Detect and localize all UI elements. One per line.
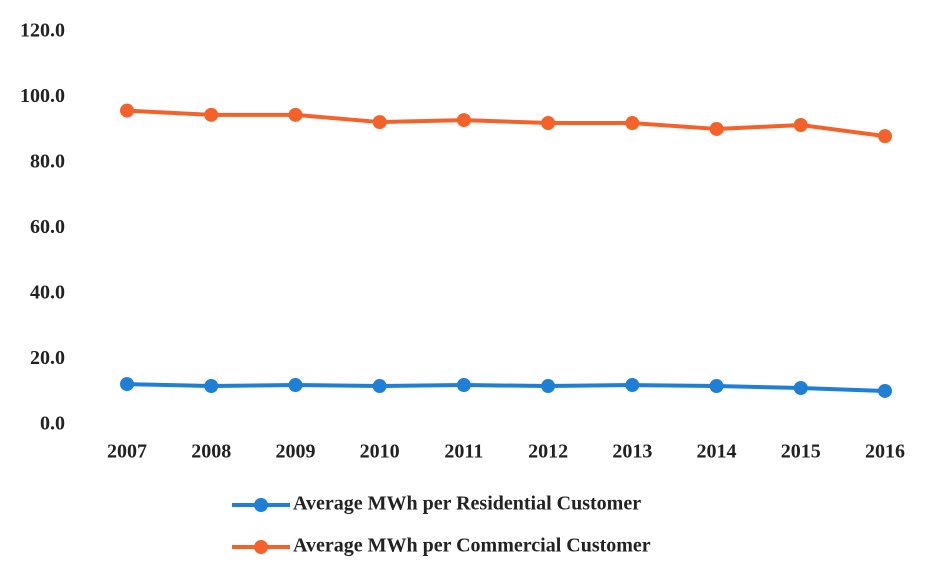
data-point	[372, 115, 387, 130]
x-tick-label: 2014	[697, 441, 737, 463]
data-point	[709, 379, 724, 394]
data-point	[625, 116, 640, 131]
y-tick-label: 80.0	[30, 151, 65, 173]
data-point	[204, 379, 219, 394]
y-tick-label: 40.0	[30, 282, 65, 304]
data-point	[625, 378, 640, 393]
data-point	[120, 103, 134, 118]
data-point	[878, 129, 892, 144]
x-tick-label: 2013	[612, 441, 652, 463]
x-tick-label: 2010	[360, 441, 400, 463]
x-tick-label: 2008	[191, 441, 231, 463]
y-tick-label: 60.0	[30, 216, 65, 238]
legend-marker	[254, 540, 268, 554]
legend-marker	[254, 498, 268, 512]
data-point	[120, 377, 134, 392]
series-line	[126, 382, 886, 393]
x-tick-label: 2016	[865, 441, 905, 463]
y-tick-label: 0.0	[40, 413, 65, 435]
data-point	[288, 107, 303, 122]
y-tick-label: 20.0	[30, 347, 65, 369]
data-point	[793, 118, 808, 133]
series-line	[126, 108, 886, 139]
data-point	[878, 383, 892, 398]
data-point	[541, 116, 556, 131]
data-point	[709, 121, 724, 136]
x-tick-label: 2015	[781, 441, 821, 463]
y-tick-label: 120.0	[20, 20, 65, 42]
data-point	[204, 107, 219, 122]
data-point	[288, 378, 303, 393]
data-point	[456, 113, 471, 128]
data-point	[456, 378, 471, 393]
data-point	[372, 379, 387, 394]
data-point	[793, 380, 808, 395]
x-tick-label: 2011	[444, 441, 483, 463]
data-point	[541, 379, 556, 394]
x-tick-label: 2007	[107, 441, 147, 463]
x-tick-label: 2009	[275, 441, 315, 463]
legend-label: Average MWh per Commercial Customer	[293, 535, 651, 557]
x-tick-label: 2012	[528, 441, 568, 463]
y-tick-label: 100.0	[20, 85, 65, 107]
legend-label: Average MWh per Residential Customer	[293, 493, 641, 515]
